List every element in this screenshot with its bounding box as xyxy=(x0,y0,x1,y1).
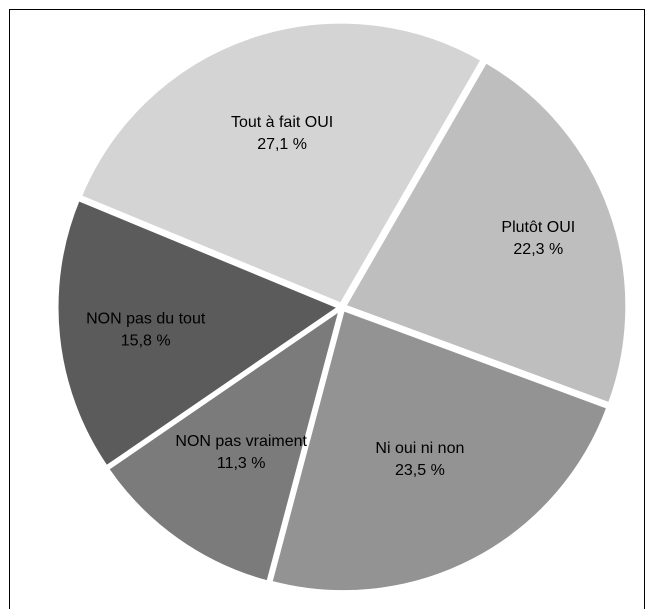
slice-label: NON pas du tout 15,8 % xyxy=(86,311,206,350)
slice-label: NON pas vraiment 11,3 % xyxy=(175,433,307,472)
pie-slice-non-pas-vraiment xyxy=(105,305,343,584)
slice-label: Tout à fait OUI 27,1 % xyxy=(231,114,333,153)
pie-slice-tout-fait-oui xyxy=(78,20,485,307)
chart-frame xyxy=(9,9,645,609)
pie-slice-ni-oui-ni-non xyxy=(269,307,610,594)
slice-label: Ni oui ni non 23,5 % xyxy=(375,440,464,479)
slice-label-value: 15,8 % xyxy=(121,333,171,350)
slice-label-value: 11,3 % xyxy=(217,455,266,472)
slice-label-name: NON pas du tout xyxy=(86,311,206,328)
pie-slice-plut-t-oui xyxy=(342,59,629,406)
slice-label: Plutôt OUI 22,3 % xyxy=(501,219,575,258)
pie-slice-non-pas-du-tout xyxy=(55,197,343,469)
pie-slices xyxy=(55,20,629,594)
slice-label-value: 23,5 % xyxy=(395,462,445,479)
slice-label-value: 22,3 % xyxy=(513,241,563,258)
slice-label-name: Tout à fait OUI xyxy=(231,114,333,131)
slice-label-name: NON pas vraiment xyxy=(175,433,307,450)
slice-label-name: Ni oui ni non xyxy=(375,440,464,457)
slice-label-value: 27,1 % xyxy=(257,136,307,153)
slice-label-name: Plutôt OUI xyxy=(501,219,575,236)
pie-labels: Plutôt OUI 22,3 % Ni oui ni non 23,5 % NON p… xyxy=(86,114,575,479)
